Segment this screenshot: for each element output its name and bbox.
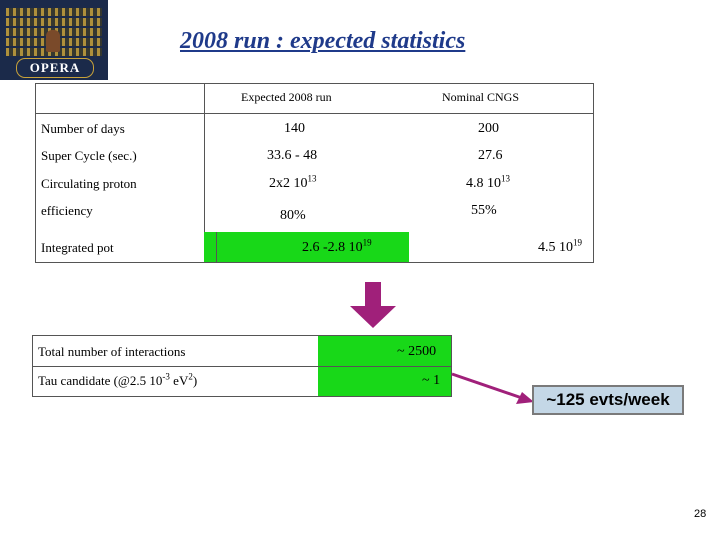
expected-value: 80% — [280, 208, 306, 223]
diagonal-arrow-icon — [451, 372, 534, 404]
highlight-cell — [217, 232, 409, 262]
header-nominal: Nominal CNGS — [442, 90, 520, 104]
opera-logo: OPERA — [0, 0, 108, 80]
events-per-week-callout: ~125 evts/week — [532, 385, 684, 415]
row-label: Super Cycle (sec.) — [41, 148, 137, 163]
row-label: efficiency — [41, 203, 93, 218]
slide-title: 2008 run : expected statistics — [180, 28, 466, 54]
row-label: Total number of interactions — [38, 344, 186, 359]
expected-value: 2.6 -2.8 1019 — [302, 237, 372, 255]
nominal-value: 27.6 — [478, 148, 503, 163]
nominal-value: 200 — [478, 121, 499, 136]
nominal-value: 55% — [471, 203, 497, 218]
nominal-value: 4.5 1019 — [538, 237, 582, 255]
highlight-cell — [318, 367, 451, 396]
row-label: Tau candidate (@2.5 10-3 eV2) — [38, 371, 198, 388]
highlight-cell — [204, 232, 216, 262]
row-label: Number of days — [41, 121, 125, 136]
nominal-value: 4.8 1013 — [466, 173, 510, 191]
expected-value: 140 — [284, 121, 305, 136]
row-label: Circulating proton — [41, 176, 137, 191]
page-number: 28 — [694, 508, 707, 520]
row-label: Integrated pot — [41, 240, 114, 255]
statistics-table: Expected 2008 run Nominal CNGS Number of… — [35, 83, 594, 263]
expected-value: 2x2 1013 — [269, 173, 317, 191]
highlight-cell — [318, 336, 451, 366]
logo-text: OPERA — [16, 58, 94, 78]
expected-value: 33.6 - 48 — [267, 148, 318, 163]
header-expected: Expected 2008 run — [241, 90, 332, 104]
result-value: ~ 2500 — [397, 344, 437, 359]
results-table: Total number of interactions ~ 2500 Tau … — [32, 335, 452, 397]
result-value: ~ 1 — [422, 373, 441, 388]
figure-icon — [46, 30, 60, 52]
down-arrow-icon — [350, 282, 396, 328]
